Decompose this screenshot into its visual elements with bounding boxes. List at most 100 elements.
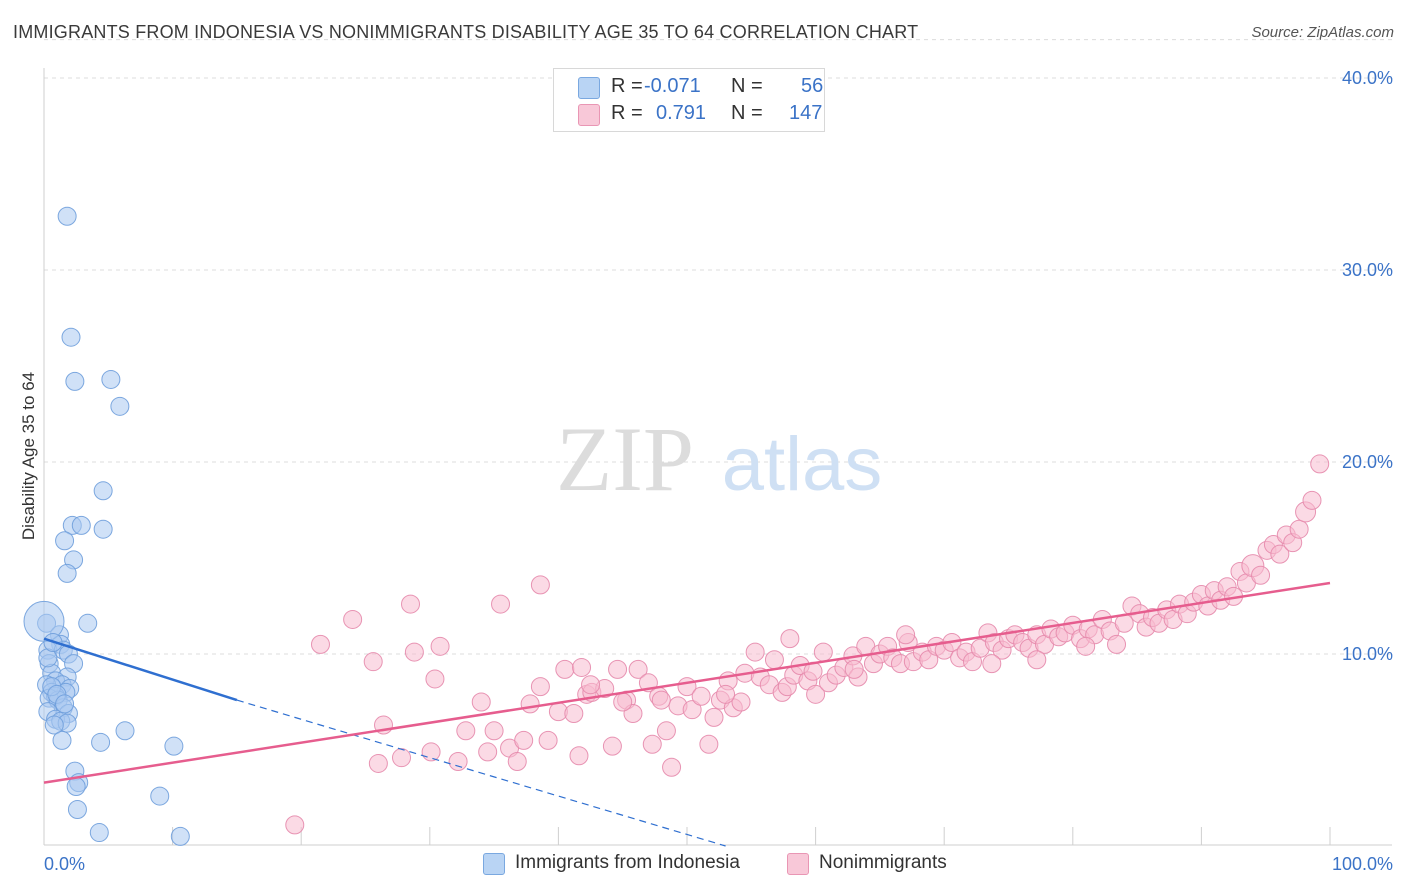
chart-title: IMMIGRANTS FROM INDONESIA VS NONIMMIGRAN… bbox=[13, 22, 919, 42]
data-point bbox=[691, 686, 711, 706]
y-tick-label-40: 40.0% bbox=[1342, 68, 1393, 88]
data-point bbox=[1107, 634, 1127, 654]
data-point bbox=[1302, 490, 1322, 510]
data-point bbox=[101, 369, 121, 389]
legend-n-value-indonesia: 56 bbox=[801, 75, 824, 97]
data-point bbox=[1027, 650, 1047, 670]
watermark-zip: ZIP bbox=[556, 408, 694, 510]
data-point bbox=[91, 732, 111, 752]
data-point bbox=[170, 826, 190, 846]
data-point bbox=[491, 594, 511, 614]
y-tick-label-20: 20.0% bbox=[1342, 452, 1393, 472]
legend-label-nonimmigrants: Nonimmigrants bbox=[819, 852, 947, 873]
data-point bbox=[1270, 544, 1290, 564]
axes bbox=[43, 68, 1392, 846]
data-point bbox=[392, 748, 412, 768]
data-point bbox=[421, 742, 441, 762]
data-point bbox=[514, 730, 534, 750]
data-point bbox=[368, 753, 388, 773]
data-point bbox=[93, 519, 113, 539]
data-point bbox=[608, 659, 628, 679]
data-point bbox=[538, 730, 558, 750]
stats-legend: R = -0.071 N = 56 R = 0.791 N = 147 bbox=[553, 68, 825, 132]
trend-line-indonesia-extension bbox=[236, 699, 726, 847]
legend-r-label: R = bbox=[611, 102, 643, 124]
data-point bbox=[555, 659, 575, 679]
data-point bbox=[456, 721, 476, 741]
legend-swatch-indonesia bbox=[483, 853, 505, 875]
data-point bbox=[806, 684, 826, 704]
legend-r-value-indonesia: -0.071 bbox=[644, 75, 701, 97]
data-point bbox=[71, 515, 91, 535]
gridlines bbox=[44, 39, 1392, 655]
scatter-points bbox=[23, 206, 1330, 846]
legend-swatch-indonesia bbox=[578, 77, 600, 99]
data-point bbox=[642, 734, 662, 754]
data-point bbox=[363, 652, 383, 672]
data-point bbox=[982, 654, 1002, 674]
watermark-atlas: atlas bbox=[722, 422, 883, 507]
data-point bbox=[65, 371, 85, 391]
data-point bbox=[699, 734, 719, 754]
data-point bbox=[110, 396, 130, 416]
y-tick-label-30: 30.0% bbox=[1342, 260, 1393, 280]
data-point bbox=[1251, 565, 1271, 585]
x-tick-label-100: 100.0% bbox=[1332, 854, 1393, 874]
data-point bbox=[57, 563, 77, 583]
data-point bbox=[844, 659, 864, 679]
legend-swatch-nonimmigrants bbox=[578, 104, 600, 126]
data-point bbox=[530, 575, 550, 595]
data-point bbox=[55, 694, 75, 714]
trend-lines bbox=[43, 581, 1331, 847]
watermark: ZIP atlas bbox=[556, 408, 882, 510]
trend-line-nonimmigrants bbox=[43, 581, 1331, 784]
data-point bbox=[530, 677, 550, 697]
data-point bbox=[569, 746, 589, 766]
data-point bbox=[507, 752, 527, 772]
data-point bbox=[93, 481, 113, 501]
data-point bbox=[55, 531, 75, 551]
y-axis-label: Disability Age 35 to 64 bbox=[19, 372, 38, 540]
data-point bbox=[581, 675, 601, 695]
legend-n-label: N = bbox=[731, 75, 763, 97]
data-point bbox=[602, 736, 622, 756]
data-point bbox=[520, 694, 540, 714]
data-point bbox=[651, 690, 671, 710]
data-point bbox=[572, 657, 592, 677]
data-point bbox=[78, 613, 98, 633]
data-point bbox=[285, 815, 305, 835]
data-point bbox=[662, 757, 682, 777]
source-label: Source: ZipAtlas.com bbox=[1251, 24, 1394, 41]
data-point bbox=[682, 700, 702, 720]
data-point bbox=[656, 721, 676, 741]
data-point bbox=[164, 736, 184, 756]
data-point bbox=[745, 642, 765, 662]
x-tick-label-0: 0.0% bbox=[44, 854, 85, 874]
data-point bbox=[484, 721, 504, 741]
data-point bbox=[813, 642, 833, 662]
data-point bbox=[66, 776, 86, 796]
trend-line-indonesia bbox=[43, 637, 238, 702]
data-point bbox=[425, 669, 445, 689]
data-point bbox=[471, 692, 491, 712]
data-point bbox=[896, 625, 916, 645]
data-point bbox=[704, 707, 724, 727]
tick-labels: 10.0% 20.0% 30.0% 40.0% 0.0% 100.0% bbox=[44, 68, 1393, 874]
data-point bbox=[764, 650, 784, 670]
data-point bbox=[564, 704, 584, 724]
series-nonimmigrants bbox=[285, 454, 1330, 835]
legend-n-value-nonimmigrants: 147 bbox=[789, 102, 823, 124]
data-point bbox=[61, 327, 81, 347]
data-point bbox=[731, 692, 751, 712]
legend-swatch-nonimmigrants bbox=[787, 853, 809, 875]
series-indonesia bbox=[23, 206, 190, 846]
data-point bbox=[1076, 636, 1096, 656]
data-point bbox=[716, 684, 736, 704]
y-tick-label-10: 10.0% bbox=[1342, 644, 1393, 664]
data-point bbox=[89, 823, 109, 843]
data-point bbox=[430, 636, 450, 656]
data-point bbox=[780, 629, 800, 649]
data-point bbox=[448, 752, 468, 772]
data-point bbox=[1289, 519, 1309, 539]
